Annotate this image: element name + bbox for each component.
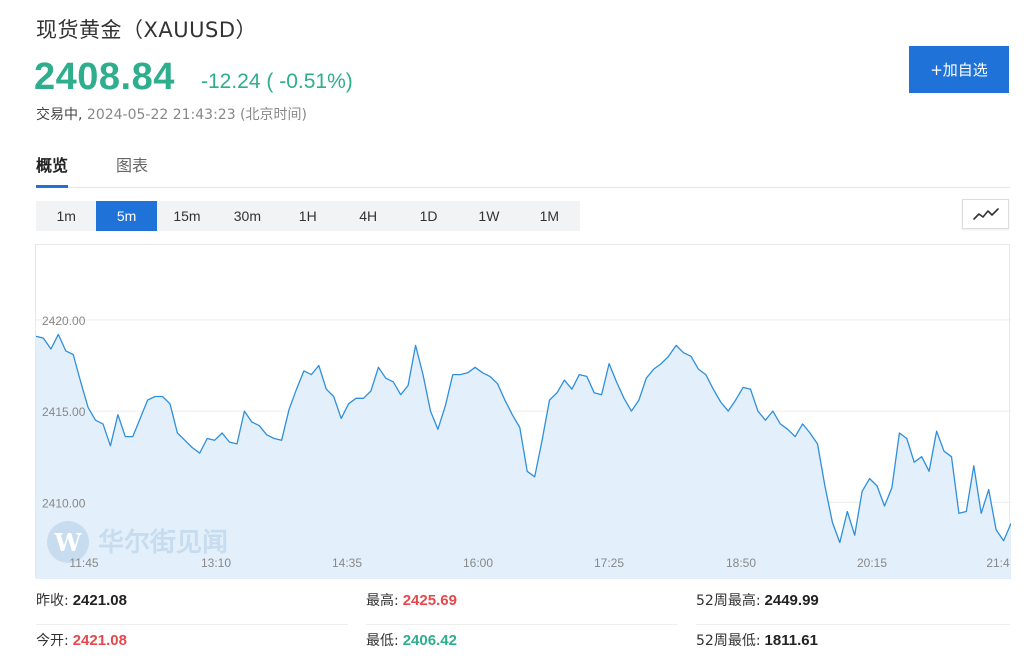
instrument-title: 现货黄金（XAUUSD） — [36, 18, 257, 42]
divider — [36, 624, 348, 625]
divider — [696, 624, 1010, 625]
stat-label: 52周最低: — [696, 633, 761, 649]
stat-value: 2449.99 — [764, 592, 819, 609]
trading-state: 交易中, — [36, 107, 83, 123]
period-selector: 1m 5m 15m 30m 1H 4H 1D 1W 1M — [36, 201, 580, 231]
trading-status: 交易中, 2024-05-22 21:43:23 (北京时间) — [36, 104, 307, 124]
stat-open: 今开: 2421.08 — [36, 630, 127, 650]
tab-chart[interactable]: 图表 — [116, 156, 149, 175]
x-tick-label: 18:50 — [726, 556, 756, 570]
period-1d[interactable]: 1D — [419, 208, 438, 224]
section-tabs: 概览 图表 — [36, 152, 1010, 188]
watermark: W 华尔街见闻 — [47, 521, 228, 563]
x-tick-label: 17:25 — [594, 556, 624, 570]
price-chart[interactable]: 2410.00 2415.00 2420.00 W 华尔街见闻 11:45 13:10 14:… — [35, 244, 1011, 579]
stat-value: 1811.61 — [764, 632, 818, 649]
y-tick-label: 2410.00 — [42, 496, 86, 510]
period-1h[interactable]: 1H — [298, 208, 317, 224]
price-change: -12.24 ( -0.51%) — [201, 70, 353, 93]
stats-row-1: 昨收: 2421.08 最高: 2425.69 52周最高: 2449.99 — [36, 590, 1010, 625]
stats-row-2: 今开: 2421.08 最低: 2406.42 52周最低: 1811.61 — [36, 630, 1010, 659]
x-tick-label: 13:10 — [201, 556, 231, 570]
x-tick-label: 14:35 — [332, 556, 362, 570]
stat-label: 昨收: — [36, 593, 69, 609]
quote-timestamp: 2024-05-22 21:43:23 (北京时间) — [86, 107, 307, 123]
price-area — [36, 334, 1011, 579]
chart-type-toggle[interactable] — [962, 199, 1009, 229]
period-1mo[interactable]: 1M — [539, 208, 560, 224]
watermark-logo-icon: W — [54, 528, 83, 557]
stat-high: 最高: 2425.69 — [366, 590, 457, 610]
period-1m[interactable]: 1m — [56, 208, 76, 224]
add-to-watchlist-button[interactable]: +加自选 — [909, 46, 1009, 93]
stat-value: 2406.42 — [402, 632, 457, 649]
period-5m[interactable]: 5m — [96, 201, 157, 231]
current-price: 2408.84 — [34, 56, 175, 98]
x-tick-label: 20:15 — [857, 556, 887, 570]
price-line — [36, 333, 1011, 544]
stat-low: 最低: 2406.42 — [366, 630, 457, 650]
stat-value: 2425.69 — [402, 592, 457, 609]
stat-value: 2421.08 — [72, 592, 127, 609]
stat-label: 今开: — [36, 633, 69, 649]
stat-label: 52周最高: — [696, 593, 761, 609]
x-tick-label: 21:4 — [986, 556, 1010, 570]
x-tick-label: 16:00 — [463, 556, 493, 570]
divider — [366, 624, 678, 625]
stat-label: 最低: — [366, 633, 399, 649]
stat-label: 最高: — [366, 593, 399, 609]
watermark-logo-icon — [47, 521, 89, 563]
period-30m[interactable]: 30m — [233, 208, 261, 224]
x-tick-label: 11:45 — [69, 556, 98, 570]
stat-prev-close: 昨收: 2421.08 — [36, 590, 127, 610]
stat-52w-low: 52周最低: 1811.61 — [696, 630, 818, 650]
stat-value: 2421.08 — [72, 632, 127, 649]
period-1w[interactable]: 1W — [478, 208, 500, 224]
period-4h[interactable]: 4H — [359, 208, 378, 224]
y-tick-label: 2420.00 — [42, 314, 86, 328]
line-chart-icon — [972, 208, 999, 220]
watermark-text: 华尔街见闻 — [98, 527, 228, 558]
tab-overview[interactable]: 概览 — [36, 152, 69, 188]
period-15m[interactable]: 15m — [173, 208, 201, 224]
y-tick-label: 2415.00 — [42, 405, 86, 419]
stat-52w-high: 52周最高: 2449.99 — [696, 590, 819, 610]
